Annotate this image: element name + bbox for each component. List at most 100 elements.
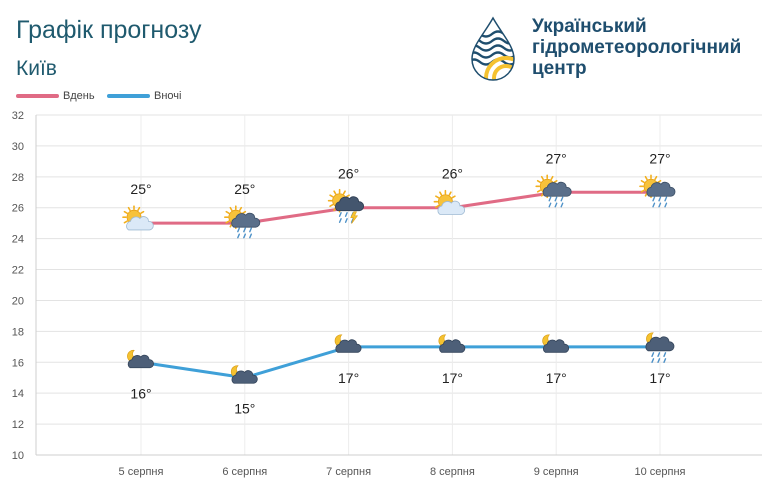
moon-cloud-icon [334, 334, 362, 353]
raindrop [651, 352, 655, 358]
sun-ray [329, 203, 334, 208]
y-tick-label: 12 [12, 419, 24, 431]
raindrop [657, 352, 661, 358]
sun-ray [640, 189, 645, 193]
cloud-shape [335, 339, 362, 353]
sun-ray [241, 210, 247, 214]
legend-swatch-night [107, 94, 150, 99]
y-tick-label: 18 [12, 326, 24, 338]
sun-ray [439, 191, 443, 196]
city-name: Київ [16, 57, 57, 80]
raindrop [560, 196, 564, 202]
sun-ray [123, 220, 128, 224]
sun-ray [225, 210, 230, 214]
sun-ray [644, 175, 648, 181]
raindrop [652, 202, 656, 208]
raindrop [548, 196, 552, 202]
sun-ray [127, 206, 131, 212]
sun-ray [239, 206, 243, 212]
organization-block: Український гідрометеорологічний центр [470, 16, 760, 84]
sun-ray [540, 175, 545, 181]
cloud-shape [437, 200, 466, 215]
raindrop [338, 212, 342, 217]
organization-name-line: гідрометеорологічний [532, 37, 742, 58]
y-tick-label: 28 [12, 172, 24, 184]
raindrop [554, 196, 558, 202]
cloud-shape [543, 339, 570, 353]
sun-ray [448, 191, 452, 196]
x-tick-label: 8 серпня [430, 466, 475, 478]
sun-ray [333, 190, 337, 195]
sun-cloud-icon [433, 189, 466, 215]
y-tick-label: 30 [12, 141, 24, 153]
sun-ray [657, 179, 662, 184]
sun-ray [329, 194, 334, 198]
series-line-day [139, 190, 662, 225]
moon-cloud-icon [438, 334, 466, 353]
raindrop [657, 358, 661, 364]
y-tick-label: 16 [12, 357, 24, 369]
night-value-label: 17° [649, 370, 670, 386]
x-tick-label: 6 серпня [222, 466, 267, 478]
raindrop [560, 202, 564, 208]
organization-name-line: Український [532, 16, 647, 37]
y-tick-label: 14 [12, 388, 24, 400]
x-tick-label: 7 серпня [326, 466, 371, 478]
sun-ray [229, 206, 233, 212]
cloud-shape [127, 354, 154, 369]
sun-ray [654, 175, 658, 181]
page-title: Графік прогнозу [16, 16, 202, 44]
raindrop [344, 218, 348, 223]
sun-ray [435, 204, 440, 209]
night-value-label: 17° [442, 370, 463, 386]
sun-thunderstorm-icon [327, 188, 365, 224]
sun-cloud-icon [122, 205, 154, 231]
raindrop [658, 202, 662, 208]
sun-ray [550, 175, 554, 181]
sun-ray [536, 189, 542, 193]
raindrop [243, 233, 247, 239]
y-tick-label: 26 [12, 203, 24, 215]
sun-ray [123, 210, 128, 214]
raindrop [663, 358, 667, 364]
day-value-label: 26° [442, 166, 463, 182]
series-line-night [139, 345, 662, 380]
raindrop [652, 196, 656, 202]
y-tick-label: 32 [12, 110, 24, 122]
sun-rain-icon [535, 174, 572, 208]
x-tick-label: 10 серпня [634, 466, 685, 478]
cloud-shape [645, 336, 675, 352]
raindrop [658, 196, 662, 202]
raindrop [237, 227, 241, 233]
night-value-label: 17° [338, 370, 359, 386]
y-tick-label: 22 [12, 265, 24, 277]
organization-name: Український гідрометеорологічний центр [532, 16, 741, 79]
sun-ray [342, 190, 346, 195]
organization-name-line: центр [532, 58, 587, 79]
y-tick-label: 10 [12, 450, 24, 462]
raindrop [338, 218, 342, 223]
raindrop [664, 202, 668, 208]
sun-ray [640, 179, 645, 184]
legend-item-day[interactable]: Вдень [16, 90, 95, 102]
legend-item-night[interactable]: Вночі [107, 90, 181, 102]
legend-label-night: Вночі [154, 90, 182, 102]
raindrop [249, 233, 253, 239]
day-value-label: 26° [338, 166, 359, 182]
raindrop [651, 358, 655, 364]
raindrop [554, 202, 558, 208]
x-tick-label: 9 серпня [534, 466, 579, 478]
moon-rain-icon [645, 332, 675, 364]
night-value-label: 16° [130, 385, 151, 401]
raindrop [249, 227, 253, 233]
night-value-label: 15° [234, 401, 255, 417]
sun-ray [553, 179, 558, 184]
sun-ray [140, 210, 145, 214]
moon-cloud-icon [230, 365, 258, 384]
cloud-shape [439, 339, 466, 353]
y-tick-label: 20 [12, 295, 24, 307]
sun-ray [225, 220, 230, 224]
sun-rain-icon [224, 205, 261, 239]
cloud-shape [542, 181, 572, 197]
raindrop [548, 202, 552, 208]
